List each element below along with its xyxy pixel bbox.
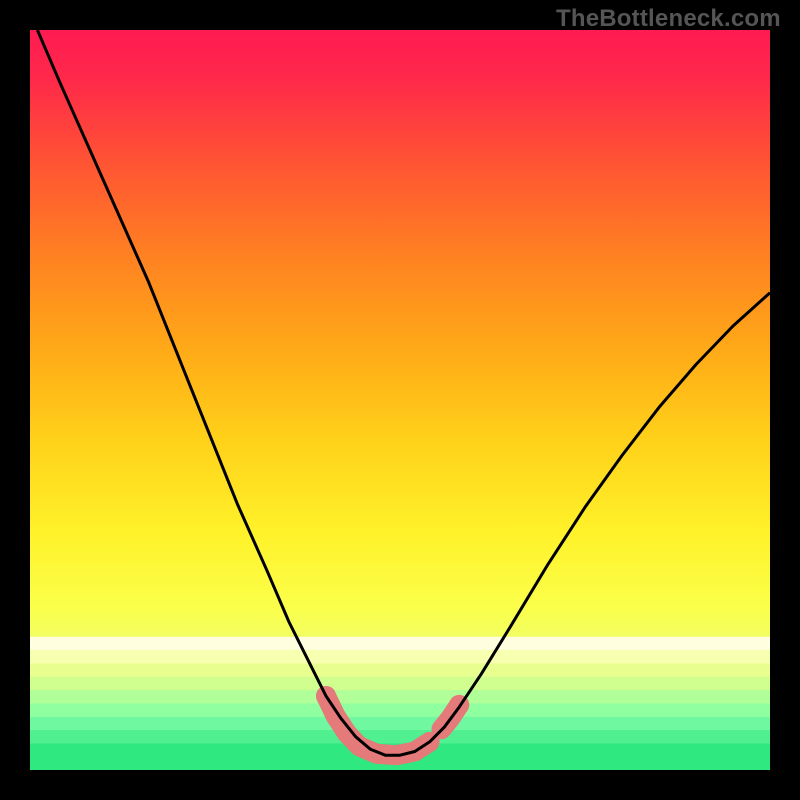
plot-area	[30, 30, 770, 770]
watermark-text: TheBottleneck.com	[556, 5, 781, 33]
chart-svg	[30, 30, 770, 770]
